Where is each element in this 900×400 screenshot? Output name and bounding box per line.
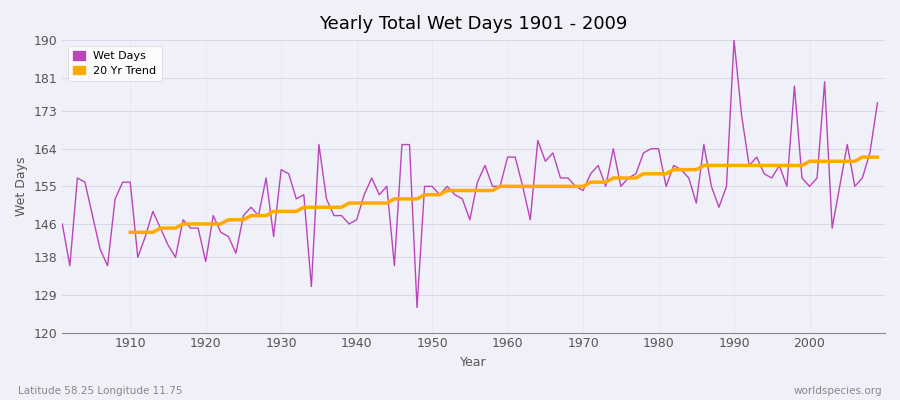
X-axis label: Year: Year bbox=[460, 356, 487, 369]
Text: worldspecies.org: worldspecies.org bbox=[794, 386, 882, 396]
Text: Latitude 58.25 Longitude 11.75: Latitude 58.25 Longitude 11.75 bbox=[18, 386, 183, 396]
Title: Yearly Total Wet Days 1901 - 2009: Yearly Total Wet Days 1901 - 2009 bbox=[320, 15, 628, 33]
Legend: Wet Days, 20 Yr Trend: Wet Days, 20 Yr Trend bbox=[68, 46, 162, 82]
Y-axis label: Wet Days: Wet Days bbox=[15, 156, 28, 216]
